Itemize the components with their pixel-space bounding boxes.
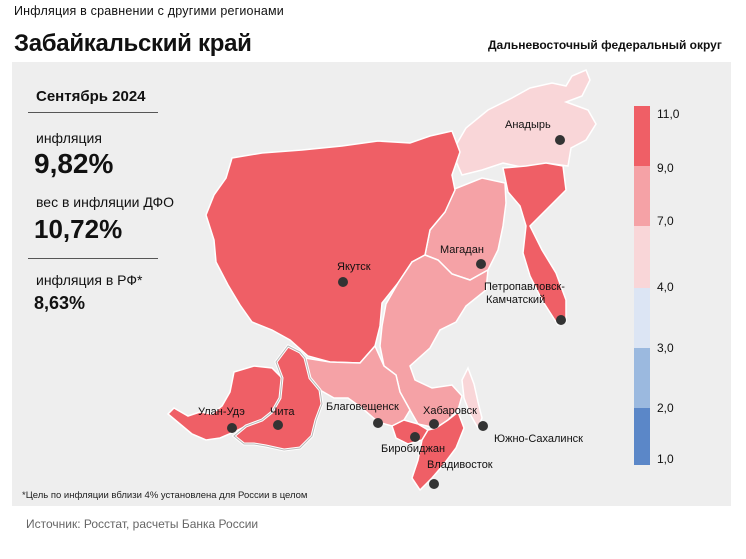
period-label: Сентябрь 2024 xyxy=(36,88,146,105)
source-note: Источник: Росстат, расчеты Банка России xyxy=(26,517,259,531)
city-label-petropavlovsk-2: Камчатский xyxy=(486,294,545,306)
district-title: Дальневосточный федеральный округ xyxy=(488,38,722,52)
region-yakutia xyxy=(205,130,461,364)
legend-tick-2: 2,0 xyxy=(657,401,674,415)
city-dot-petropavlovsk xyxy=(556,315,566,325)
city-dot-anadyr xyxy=(555,135,565,145)
rf-inflation-value: 8,63% xyxy=(34,293,86,313)
weight-value: 10,72% xyxy=(34,214,123,244)
city-label-blagoveshchensk: Благовещенск xyxy=(326,401,399,413)
legend-tick-1: 1,0 xyxy=(657,452,674,466)
city-label-birobidzhan: Биробиджан xyxy=(381,443,445,455)
city-label-yakutsk: Якутск xyxy=(337,261,371,273)
inflation-value: 9,82% xyxy=(34,148,114,179)
legend-tick-3: 3,0 xyxy=(657,341,674,355)
legend-swatch-2-3 xyxy=(634,348,650,408)
legend-swatch-1-2 xyxy=(634,408,650,465)
chart-subtitle: Инфляция в сравнении с другими регионами xyxy=(14,4,284,18)
city-dot-yuzhno xyxy=(478,421,488,431)
weight-label: вес в инфляции ДФО xyxy=(36,194,175,210)
inflation-label: инфляция xyxy=(36,130,102,146)
legend-tick-4: 4,0 xyxy=(657,280,674,294)
city-dot-yakutsk xyxy=(338,277,348,287)
region-primorye xyxy=(411,410,465,492)
region-title: Забайкальский край xyxy=(14,30,252,57)
city-dot-chita xyxy=(273,420,283,430)
city-label-vladivostok: Владивосток xyxy=(427,459,493,471)
city-dot-khabarovsk xyxy=(429,419,439,429)
city-label-magadan: Магадан xyxy=(440,244,484,256)
city-markers xyxy=(227,135,566,489)
city-label-yuzhno: Южно-Сахалинск xyxy=(494,433,583,445)
legend-swatch-9-11 xyxy=(634,106,650,166)
legend-swatch-7-9 xyxy=(634,166,650,226)
city-dot-magadan xyxy=(476,259,486,269)
city-label-petropavlovsk-1: Петропавловск- xyxy=(484,281,565,293)
color-legend: 11,0 9,0 7,0 4,0 3,0 2,0 1,0 xyxy=(634,106,680,466)
region-khabarovsk xyxy=(379,254,489,429)
city-dot-birobidzhan xyxy=(410,432,420,442)
legend-swatch-4-7 xyxy=(634,226,650,288)
city-labels: Анадырь Магадан Якутск Петропавловск- Ка… xyxy=(198,119,583,471)
legend-tick-7: 7,0 xyxy=(657,214,674,228)
legend-tick-9: 9,0 xyxy=(657,161,674,175)
city-label-khabarovsk: Хабаровск xyxy=(423,405,477,417)
city-label-chita: Чита xyxy=(270,406,295,418)
city-label-ulan-ude: Улан-Удэ xyxy=(198,406,245,418)
legend-tick-11: 11,0 xyxy=(657,107,680,121)
city-dot-blagoveshchensk xyxy=(373,418,383,428)
region-sakhalin xyxy=(461,366,483,430)
legend-swatch-3-4 xyxy=(634,288,650,348)
footnote: *Цель по инфляции вблизи 4% установлена … xyxy=(22,490,308,501)
region-kamchatka xyxy=(502,162,567,326)
city-dot-vladivostok xyxy=(429,479,439,489)
divider-1 xyxy=(28,112,158,113)
divider-2 xyxy=(28,258,158,259)
rf-inflation-label: инфляция в РФ* xyxy=(36,272,143,288)
region-zabaykalsky-outline xyxy=(233,345,323,451)
city-dot-ulan-ude xyxy=(227,423,237,433)
city-label-anadyr: Анадырь xyxy=(505,119,551,131)
